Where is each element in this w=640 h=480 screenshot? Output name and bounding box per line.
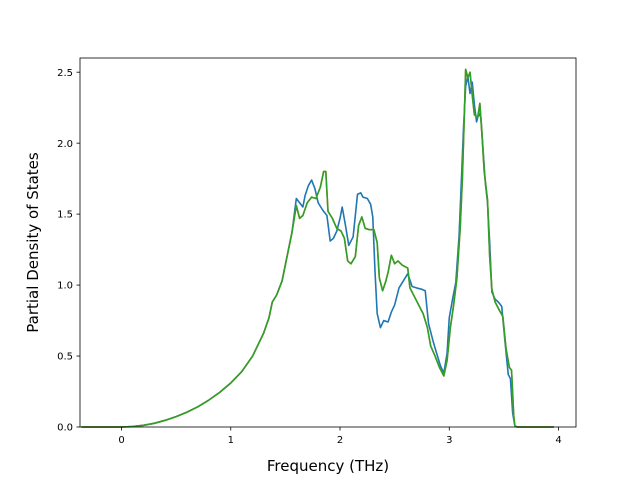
x-tick-label: 2 xyxy=(337,435,343,446)
x-tick-label: 3 xyxy=(446,435,452,446)
x-axis-label: Frequency (THz) xyxy=(267,457,389,475)
y-tick-label: 0.5 xyxy=(57,352,73,363)
series-line-3 xyxy=(81,68,554,428)
y-tick-label: 1.0 xyxy=(57,281,73,292)
x-axis-ticks: 0 1 2 3 4 xyxy=(118,427,562,446)
x-tick-label: 0 xyxy=(118,435,124,446)
y-tick-label: 2.0 xyxy=(57,139,73,150)
y-tick-label: 1.5 xyxy=(57,210,73,221)
x-tick-label: 1 xyxy=(228,435,234,446)
x-tick-label: 4 xyxy=(555,435,561,446)
y-tick-label: 0.0 xyxy=(57,423,73,434)
y-tick-label: 2.5 xyxy=(57,68,73,79)
y-axis-label: Partial Density of States xyxy=(24,152,42,333)
plot-frame xyxy=(79,57,577,428)
series-layer xyxy=(81,68,554,428)
y-axis-ticks: 0.0 0.5 1.0 1.5 2.0 2.5 xyxy=(57,68,80,434)
